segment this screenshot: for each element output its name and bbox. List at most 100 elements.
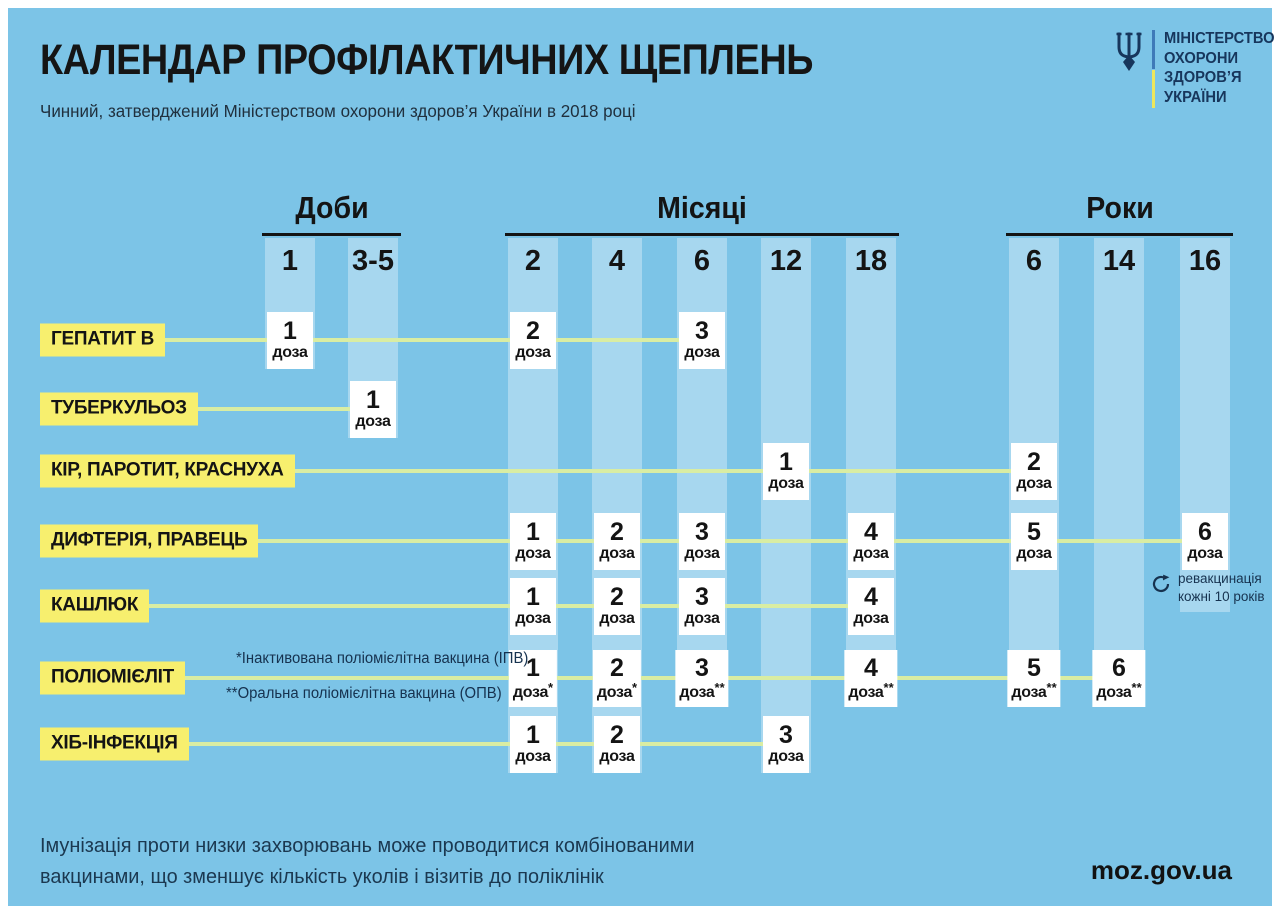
dose-number: 5 bbox=[1027, 653, 1041, 682]
column-header: 6 bbox=[693, 245, 711, 277]
dose-number: 2 bbox=[610, 583, 624, 612]
page-subtitle: Чинний, затверджений Міністерством охоро… bbox=[40, 101, 636, 121]
dose-unit: доза** bbox=[679, 679, 725, 701]
column-header: 12 bbox=[769, 245, 803, 277]
dose-box: 6 доза bbox=[1182, 513, 1228, 570]
dose-unit: доза bbox=[853, 545, 889, 563]
dose-box: 1 доза bbox=[510, 578, 556, 635]
column-stripe bbox=[1094, 238, 1144, 707]
dose-number: 1 bbox=[526, 518, 540, 547]
dose-unit: доза bbox=[599, 610, 635, 628]
dose-box: 6 доза** bbox=[1092, 650, 1146, 707]
dose-box: 4 доза** bbox=[844, 650, 898, 707]
dose-number: 1 bbox=[366, 386, 380, 415]
dose-asterisk: * bbox=[548, 679, 554, 695]
dose-number: 2 bbox=[610, 653, 624, 682]
ministry-logo-text: МІНІСТЕРСТВО ОХОРОНИ ЗДОРОВ’Я УКРАЇНИ bbox=[1164, 29, 1275, 107]
dose-number: 3 bbox=[695, 518, 709, 547]
dose-unit: доза bbox=[1187, 545, 1223, 563]
row-connector-line bbox=[165, 338, 702, 342]
flag-blue-segment bbox=[1152, 30, 1155, 69]
dose-unit: доза bbox=[515, 545, 551, 563]
row-connector-line bbox=[198, 407, 373, 411]
dose-unit: доза bbox=[515, 748, 551, 766]
revaccination-note-text: ревакцинація кожні 10 років bbox=[1178, 570, 1265, 605]
dose-number: 3 bbox=[695, 317, 709, 346]
vaccine-label: ГЕПАТИТ В bbox=[40, 323, 166, 357]
dose-number: 2 bbox=[610, 518, 624, 547]
dose-unit: доза bbox=[684, 344, 720, 362]
dose-number: 2 bbox=[526, 317, 540, 346]
dose-number: 5 bbox=[1027, 518, 1041, 547]
dose-unit: доза bbox=[515, 344, 551, 362]
dose-unit: доза bbox=[272, 344, 308, 362]
vaccine-label: ТУБЕРКУЛЬОЗ bbox=[40, 392, 198, 426]
dose-unit: доза bbox=[1016, 475, 1052, 493]
column-header: 3-5 bbox=[352, 245, 394, 277]
vaccine-label: ХІБ-ІНФЕКЦІЯ bbox=[40, 727, 189, 761]
dose-box: 3 доза bbox=[763, 716, 809, 773]
dose-unit: доза** bbox=[848, 679, 894, 701]
dose-box: 1 доза bbox=[267, 312, 313, 369]
dose-unit: доза* bbox=[596, 679, 638, 701]
logo-line: ОХОРОНИ bbox=[1164, 49, 1239, 67]
dose-unit: доза bbox=[684, 610, 720, 628]
vaccine-label: КІР, ПАРОТИТ, КРАСНУХА bbox=[40, 454, 295, 488]
column-header: 18 bbox=[854, 245, 888, 277]
group-underline bbox=[262, 233, 401, 236]
dose-unit: доза* bbox=[512, 679, 554, 701]
column-header: 14 bbox=[1102, 245, 1136, 277]
revaccination-line: ревакцинація bbox=[1178, 571, 1262, 586]
dose-number: 3 bbox=[779, 721, 793, 750]
dose-number: 1 bbox=[526, 583, 540, 612]
dose-box: 3 доза bbox=[679, 513, 725, 570]
footer-line: вакцинами, що зменшує кількість уколів і… bbox=[40, 865, 604, 889]
dose-box: 1 доза bbox=[763, 443, 809, 500]
row-connector-line bbox=[189, 742, 786, 746]
revaccination-line: кожні 10 років bbox=[1178, 588, 1265, 604]
dose-unit: доза bbox=[684, 545, 720, 563]
flag-yellow-segment bbox=[1152, 70, 1155, 108]
dose-box: 1 доза* bbox=[508, 650, 558, 707]
row-connector-line bbox=[185, 676, 1119, 680]
group-underline bbox=[505, 233, 899, 236]
vaccine-label: ДИФТЕРІЯ, ПРАВЕЦЬ bbox=[40, 524, 259, 558]
dose-box: 5 доза** bbox=[1007, 650, 1061, 707]
dose-asterisk: ** bbox=[1131, 679, 1142, 695]
dose-box: 2 доза bbox=[594, 578, 640, 635]
dose-unit: доза** bbox=[1096, 679, 1142, 701]
dose-box: 3 доза** bbox=[675, 650, 729, 707]
dose-number: 1 bbox=[526, 653, 540, 682]
dose-number: 3 bbox=[695, 583, 709, 612]
dose-unit: доза bbox=[355, 413, 391, 431]
dose-number: 2 bbox=[1027, 448, 1041, 477]
dose-number: 3 bbox=[695, 653, 709, 682]
dose-box: 1 доза bbox=[350, 381, 396, 438]
dose-box: 4 доза bbox=[848, 578, 894, 635]
logo-line: УКРАЇНИ bbox=[1164, 88, 1227, 106]
dose-asterisk: ** bbox=[883, 679, 894, 695]
dose-number: 4 bbox=[864, 518, 878, 547]
dose-number: 4 bbox=[864, 583, 878, 612]
dose-unit: доза** bbox=[1011, 679, 1057, 701]
dose-box: 4 доза bbox=[848, 513, 894, 570]
dose-box: 3 доза bbox=[679, 312, 725, 369]
dose-unit: доза bbox=[768, 748, 804, 766]
dose-unit: доза bbox=[599, 748, 635, 766]
timeline-group-label: Доби bbox=[294, 190, 369, 225]
group-underline bbox=[1006, 233, 1233, 236]
logo-line: ЗДОРОВ’Я bbox=[1164, 69, 1242, 87]
page-title: КАЛЕНДАР ПРОФІЛАКТИЧНИХ ЩЕПЛЕНЬ bbox=[40, 36, 813, 84]
dose-unit: доза bbox=[768, 475, 804, 493]
vaccine-label: КАШЛЮК bbox=[40, 589, 150, 623]
timeline-group-label: Роки bbox=[1085, 190, 1154, 225]
flag-divider-bar bbox=[1152, 30, 1155, 108]
dose-box: 2 доза bbox=[594, 513, 640, 570]
website-url: moz.gov.ua bbox=[1090, 855, 1232, 885]
dose-box: 1 доза bbox=[510, 513, 556, 570]
dose-box: 2 доза bbox=[510, 312, 556, 369]
dose-number: 1 bbox=[526, 721, 540, 750]
dose-unit: доза bbox=[515, 610, 551, 628]
